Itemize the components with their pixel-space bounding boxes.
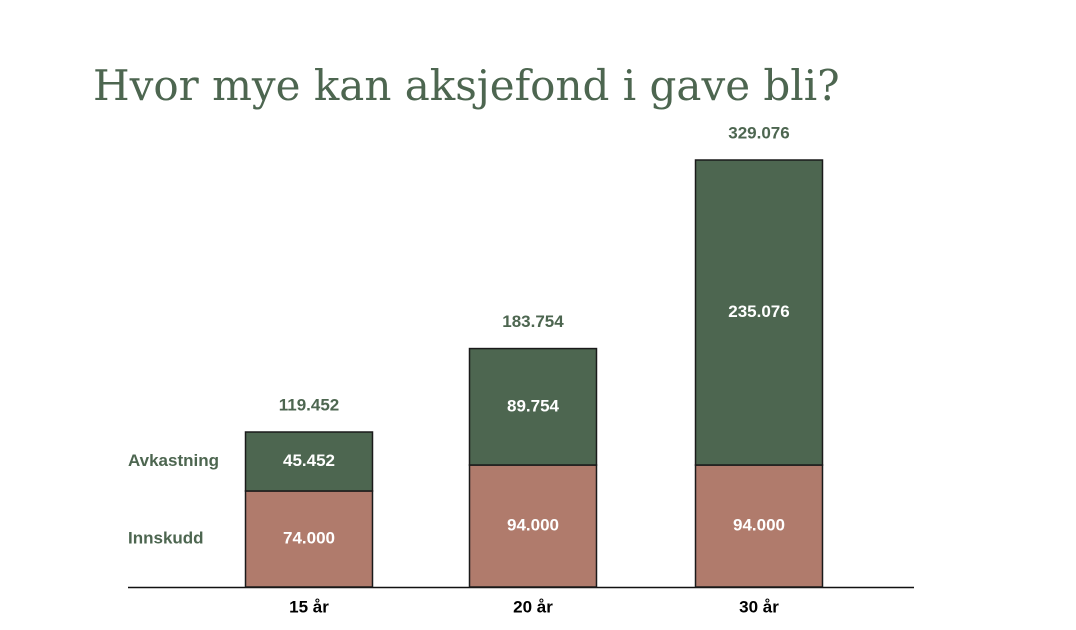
x-tick-label: 30 år [739,597,779,616]
bar-segment [244,490,374,588]
x-tick-label: 20 år [513,597,553,616]
bar-segment [468,347,598,466]
value-label: 89.754 [507,396,560,415]
bar-segment [468,464,598,588]
x-tick-label: 15 år [289,597,329,616]
value-label: 74.000 [283,528,335,547]
value-label: 235.076 [728,302,789,321]
bar-segment [244,431,374,492]
total-label: 329.076 [728,123,789,142]
bar-segment [694,159,824,466]
value-label: 45.452 [283,451,335,470]
total-label: 119.452 [279,395,340,414]
bar-segment [694,464,824,588]
legend-label: Avkastning [128,451,219,470]
value-label: 94.000 [733,515,785,534]
legend-label: Innskudd [128,528,204,547]
total-label: 183.754 [502,312,564,331]
value-label: 94.000 [507,515,559,534]
chart-title: Hvor mye kan aksjefond i gave bli? [93,61,840,110]
